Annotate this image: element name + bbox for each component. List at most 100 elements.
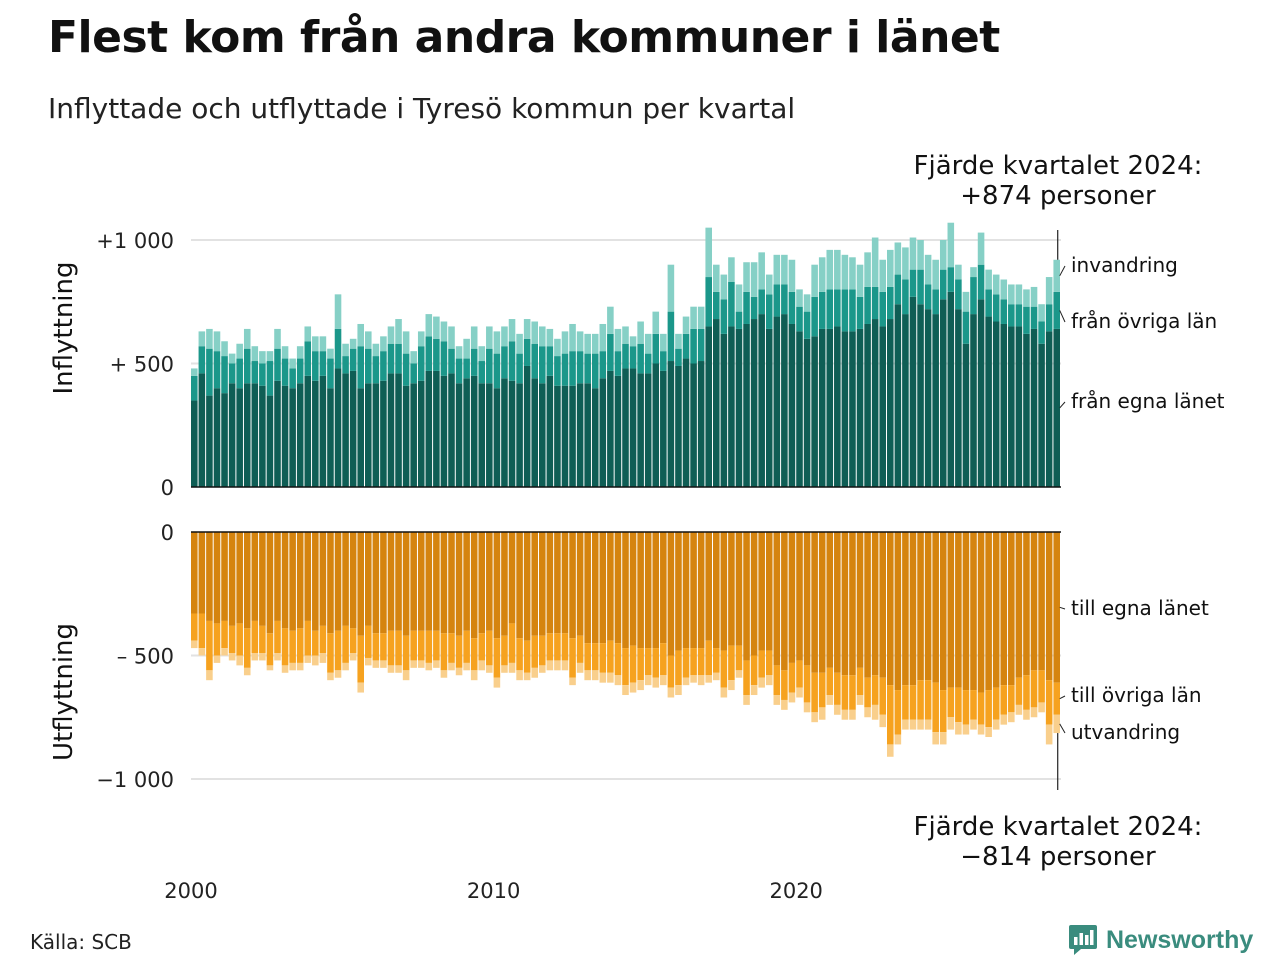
bar-outflow-other-counties — [402, 635, 410, 671]
y-axis-label-outflow: Utflyttning — [49, 623, 79, 761]
bar-outflow-own-county — [349, 532, 357, 629]
bar-outflow-other-counties — [591, 643, 599, 671]
bar-inflow-own-county — [221, 393, 228, 487]
bar-outflow-own-county — [992, 532, 1000, 688]
bar-inflow-immigration — [720, 274, 728, 300]
bar-inflow-immigration — [327, 348, 334, 359]
bar-inflow-own-county — [1030, 328, 1038, 487]
bar-inflow-own-county — [387, 373, 395, 487]
bar-outflow-emigration — [289, 662, 296, 671]
bar-inflow-immigration — [486, 326, 493, 349]
bar-outflow-emigration — [213, 655, 221, 663]
bar-outflow-other-counties — [713, 648, 720, 673]
bar-outflow-other-counties — [206, 620, 213, 671]
bar-inflow-other-counties — [955, 279, 962, 310]
bar-inflow-other-counties — [917, 269, 924, 305]
bar-inflow-other-counties — [493, 353, 501, 389]
bar-outflow-emigration — [887, 744, 894, 757]
bar-inflow-other-counties — [705, 277, 712, 327]
bar-outflow-other-counties — [372, 633, 380, 661]
bar-inflow-other-counties — [697, 328, 705, 362]
bar-outflow-own-county — [296, 532, 304, 629]
bar-outflow-emigration — [425, 662, 433, 671]
bar-outflow-emigration — [402, 670, 410, 681]
bar-outflow-own-county — [849, 532, 856, 676]
bar-inflow-own-county — [516, 383, 523, 487]
bar-inflow-other-counties — [856, 296, 864, 329]
bar-outflow-emigration — [259, 653, 266, 661]
bar-inflow-own-county — [826, 328, 834, 487]
bar-outflow-emigration — [818, 707, 826, 720]
bar-inflow-immigration — [561, 331, 569, 354]
bar-outflow-own-county — [1038, 532, 1045, 671]
bar-outflow-own-county — [395, 532, 402, 631]
bar-outflow-emigration — [705, 675, 712, 683]
bar-inflow-immigration — [304, 326, 312, 342]
bar-inflow-other-counties — [1008, 304, 1015, 327]
annotation-outflow-value: −814 personer — [960, 842, 1156, 872]
bar-outflow-own-county — [433, 532, 440, 631]
bar-inflow-immigration — [818, 257, 826, 292]
bar-inflow-own-county — [743, 323, 750, 487]
bar-inflow-other-counties — [584, 353, 591, 384]
bar-outflow-emigration — [803, 702, 811, 713]
bar-inflow-own-county — [470, 375, 478, 487]
bar-inflow-other-counties — [228, 363, 236, 384]
bar-outflow-own-county — [955, 532, 962, 688]
bar-inflow-own-county — [561, 385, 569, 487]
x-tick-label: 2010 — [467, 879, 520, 903]
bar-inflow-own-county — [296, 383, 304, 487]
bar-outflow-other-counties — [478, 633, 486, 661]
bar-outflow-emigration — [697, 675, 705, 686]
bar-outflow-own-county — [304, 532, 312, 621]
bar-outflow-emigration — [1038, 702, 1045, 713]
bar-outflow-other-counties — [652, 648, 660, 678]
bar-inflow-immigration — [576, 331, 584, 352]
bar-inflow-own-county — [228, 383, 236, 487]
bar-inflow-immigration — [206, 328, 213, 349]
bar-outflow-own-county — [584, 532, 591, 644]
bar-outflow-other-counties — [675, 650, 682, 686]
bar-inflow-other-counties — [312, 351, 319, 381]
bar-inflow-own-county — [871, 319, 879, 487]
bar-outflow-own-county — [735, 532, 743, 646]
bar-outflow-emigration — [682, 677, 690, 686]
bar-outflow-emigration — [856, 695, 864, 705]
bar-inflow-immigration — [380, 336, 387, 352]
bar-outflow-other-counties — [796, 660, 803, 688]
bar-outflow-other-counties — [569, 638, 576, 678]
bar-inflow-own-county — [334, 368, 342, 487]
bar-inflow-own-county — [281, 385, 289, 487]
bar-outflow-emigration — [841, 709, 849, 720]
bar-inflow-immigration — [879, 259, 886, 292]
bar-inflow-immigration — [1030, 286, 1038, 307]
bar-inflow-immigration — [864, 252, 871, 287]
bar-inflow-other-counties — [773, 284, 781, 317]
bar-outflow-emigration — [834, 704, 841, 715]
bar-outflow-own-county — [894, 532, 902, 691]
bar-inflow-other-counties — [243, 348, 251, 384]
bar-outflow-emigration — [614, 675, 622, 686]
bar-outflow-own-county — [682, 532, 690, 649]
bar-outflow-other-counties — [849, 675, 856, 710]
bar-outflow-emigration — [395, 665, 402, 673]
bar-inflow-immigration — [289, 358, 296, 369]
newsworthy-logo[interactable]: Newsworthy — [1068, 924, 1253, 956]
bar-inflow-immigration — [349, 338, 357, 349]
bar-inflow-own-county — [493, 388, 501, 487]
bar-inflow-immigration — [675, 333, 682, 349]
bar-outflow-other-counties — [667, 655, 675, 688]
bar-inflow-own-county — [818, 328, 826, 487]
bar-outflow-emigration — [675, 685, 682, 696]
bar-inflow-immigration — [266, 351, 274, 362]
bar-outflow-own-county — [342, 532, 349, 626]
bar-outflow-own-county — [758, 532, 765, 651]
bar-inflow-own-county — [902, 314, 909, 487]
bar-outflow-own-county — [947, 532, 955, 688]
bar-outflow-emigration — [1045, 724, 1053, 745]
bar-outflow-own-county — [607, 532, 614, 641]
bar-outflow-own-county — [781, 532, 788, 671]
bar-inflow-other-counties — [478, 361, 486, 384]
bar-outflow-emigration — [660, 675, 667, 686]
bar-inflow-other-counties — [758, 289, 765, 315]
